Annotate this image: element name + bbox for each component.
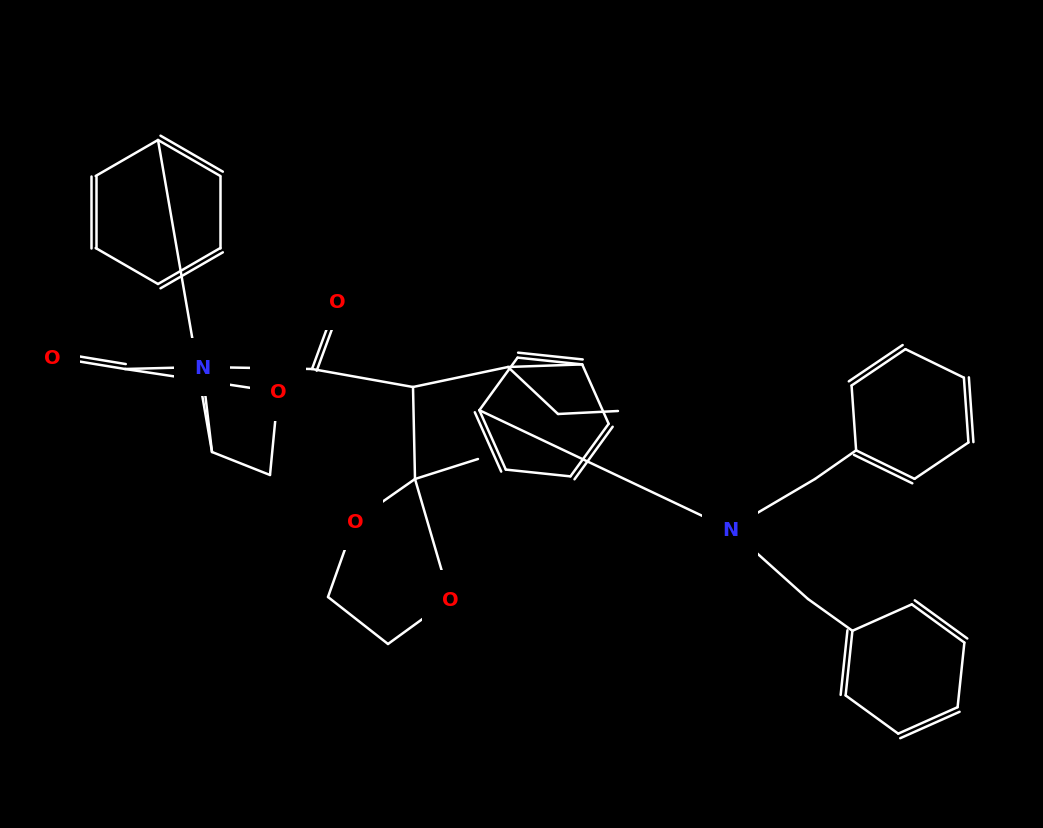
- Text: N: N: [722, 520, 738, 539]
- Text: O: O: [329, 292, 345, 311]
- Text: O: O: [270, 383, 287, 402]
- Text: O: O: [44, 348, 60, 367]
- Text: N: N: [194, 358, 210, 377]
- Text: O: O: [346, 512, 363, 531]
- Text: O: O: [441, 590, 458, 609]
